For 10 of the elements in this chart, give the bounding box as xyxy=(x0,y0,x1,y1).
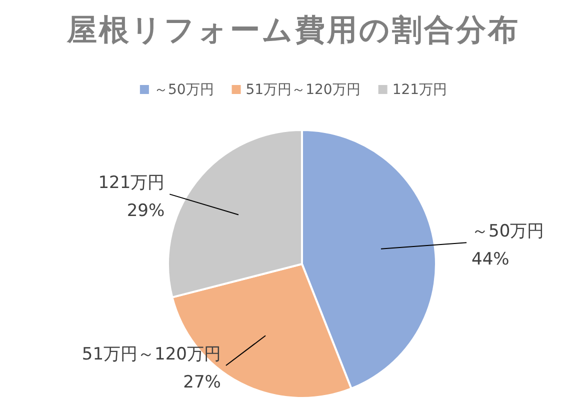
data-label: 27% xyxy=(183,372,221,392)
chart-title: 屋根リフォーム費用の割合分布 xyxy=(66,13,520,48)
data-label: 44% xyxy=(472,250,510,270)
legend-label: 121万円 xyxy=(392,82,448,98)
slice-label: 51万円～120万円 xyxy=(82,344,221,364)
slice-label: ～50万円 xyxy=(472,222,544,242)
legend-label: 51万円～120万円 xyxy=(246,82,360,98)
data-label: 29% xyxy=(126,201,165,222)
slice-label: 121万円 xyxy=(98,173,165,194)
legend-label: ～50万円 xyxy=(154,82,214,98)
